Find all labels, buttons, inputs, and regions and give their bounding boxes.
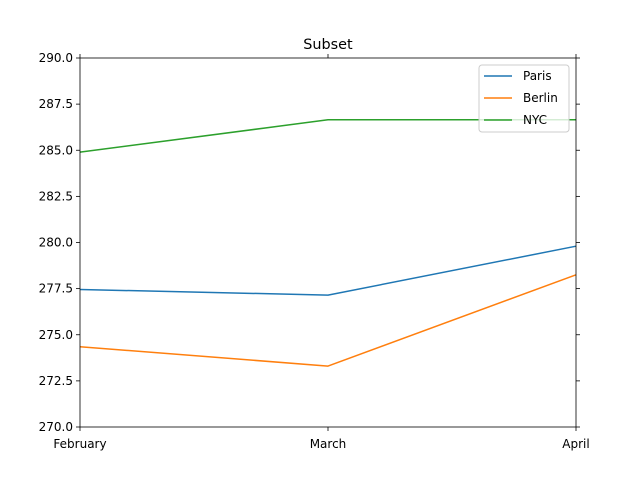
series-line-berlin — [79, 274, 577, 367]
y-tick-label: 280.0 — [39, 236, 73, 250]
x-axis: February March April — [53, 54, 590, 451]
y-tick-label: 272.5 — [39, 374, 73, 388]
plot-frame — [79, 57, 577, 428]
y-tick-label: 290.0 — [39, 51, 73, 65]
y-tick-label: 277.5 — [39, 282, 73, 296]
x-tick-label: February — [53, 437, 106, 451]
y-axis: 270.0 272.5 275.0 277.5 280.0 282.5 285.0 287.5… — [39, 51, 580, 434]
y-tick-label: 285.0 — [39, 143, 73, 157]
legend: Paris Berlin NYC — [478, 64, 570, 133]
y-tick-label: 270.0 — [39, 420, 73, 434]
chart-title: Subset — [303, 37, 353, 53]
legend-label: Paris — [523, 69, 552, 83]
legend-box — [478, 64, 570, 133]
x-tick-label: April — [562, 437, 589, 451]
y-tick-label: 275.0 — [39, 328, 73, 342]
x-tick-label: March — [310, 437, 347, 451]
series-line-paris — [79, 245, 577, 296]
y-tick-label: 287.5 — [39, 97, 73, 111]
legend-label: Berlin — [523, 91, 558, 105]
y-tick-label: 282.5 — [39, 189, 73, 203]
legend-label: NYC — [523, 113, 547, 127]
